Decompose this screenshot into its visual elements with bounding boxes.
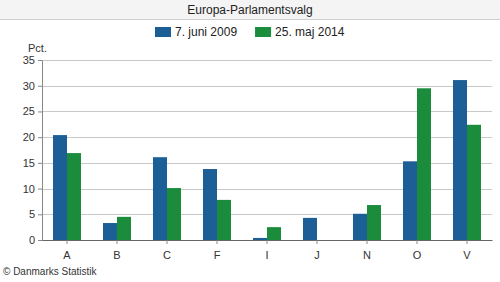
y-axis: 0 5 10 15 20 25 30 35 xyxy=(23,54,43,246)
bar xyxy=(303,218,317,240)
x-tick-mark xyxy=(67,240,68,244)
grid-line xyxy=(42,60,492,61)
legend-item: 25. maj 2014 xyxy=(255,25,345,39)
annotation: © Danmarks Statistik xyxy=(3,266,98,277)
grid xyxy=(42,61,492,241)
grid-line xyxy=(42,86,492,87)
x-tick-mark xyxy=(317,240,318,244)
legend: 7. juni 2009 25. maj 2014 xyxy=(155,25,345,39)
bar xyxy=(417,88,431,240)
x-tick: A xyxy=(63,240,71,261)
bar xyxy=(217,200,231,240)
x-tick-mark xyxy=(467,240,468,244)
y-tick-mark xyxy=(38,60,42,61)
y-tick-mark xyxy=(38,189,42,190)
x-tick-mark xyxy=(267,240,268,244)
bar xyxy=(267,227,281,240)
y-tick: 0 xyxy=(29,234,42,246)
x-tick-label: B xyxy=(113,249,120,261)
y-tick: 25 xyxy=(23,105,42,117)
y-axis-title: Pct. xyxy=(28,42,47,54)
legend-label: 7. juni 2009 xyxy=(175,25,237,39)
y-tick-label: 15 xyxy=(23,157,35,169)
chart: Europa-Parlamentsvalg 0 5 10 15 20 25 30 35 A B C F I… xyxy=(0,0,500,282)
x-tick-label: C xyxy=(163,249,171,261)
y-tick-mark xyxy=(38,111,42,112)
y-tick: 35 xyxy=(23,54,42,66)
bar xyxy=(117,217,131,240)
y-tick-label: 10 xyxy=(23,183,35,195)
bar xyxy=(403,161,417,240)
y-tick-label: 0 xyxy=(29,234,35,246)
x-tick-label: A xyxy=(63,249,71,261)
y-tick: 30 xyxy=(23,80,42,92)
x-tick-mark xyxy=(217,240,218,244)
x-tick-label: I xyxy=(265,249,268,261)
bar xyxy=(153,157,167,240)
title-band xyxy=(0,0,500,19)
y-tick-label: 20 xyxy=(23,131,35,143)
x-tick-mark xyxy=(117,240,118,244)
x-axis: ABCFIJNOV xyxy=(43,240,493,261)
y-tick-label: 5 xyxy=(29,208,35,220)
x-tick: N xyxy=(363,240,371,261)
legend-item: 7. juni 2009 xyxy=(155,25,237,39)
bar xyxy=(167,188,181,240)
legend-swatch xyxy=(255,27,271,37)
x-tick-mark xyxy=(167,240,168,244)
x-tick-mark xyxy=(367,240,368,244)
x-tick-label: J xyxy=(314,249,320,261)
bar xyxy=(367,205,381,240)
bar xyxy=(103,223,117,240)
y-tick-label: 25 xyxy=(23,105,35,117)
bar xyxy=(467,125,481,240)
y-tick-mark xyxy=(38,214,42,215)
x-tick-mark xyxy=(417,240,418,244)
x-tick-label: F xyxy=(214,249,221,261)
x-tick: B xyxy=(113,240,120,261)
bar xyxy=(67,153,81,240)
y-tick: 10 xyxy=(23,183,42,195)
legend-swatch xyxy=(155,27,171,37)
x-tick: I xyxy=(265,240,268,261)
x-tick: F xyxy=(214,240,221,261)
y-tick-mark xyxy=(38,163,42,164)
y-axis-line xyxy=(42,61,43,241)
title: Europa-Parlamentsvalg xyxy=(187,3,312,17)
x-tick: V xyxy=(463,240,471,261)
y-tick: 15 xyxy=(23,157,42,169)
x-tick-label: N xyxy=(363,249,371,261)
y-tick-label: 35 xyxy=(23,54,35,66)
y-tick-mark xyxy=(38,240,42,241)
x-tick: O xyxy=(413,240,422,261)
bar xyxy=(203,169,217,240)
y-tick-mark xyxy=(38,137,42,138)
bar xyxy=(53,135,67,240)
bar xyxy=(453,80,467,240)
x-tick-label: V xyxy=(463,249,471,261)
y-tick: 5 xyxy=(29,208,42,220)
bar xyxy=(253,238,267,240)
bar xyxy=(353,214,367,240)
y-tick: 20 xyxy=(23,131,42,143)
y-tick-label: 30 xyxy=(23,80,35,92)
legend-label: 25. maj 2014 xyxy=(275,25,345,39)
x-tick: C xyxy=(163,240,171,261)
x-tick-label: O xyxy=(413,249,422,261)
x-tick: J xyxy=(314,240,320,261)
bars xyxy=(53,80,481,240)
y-tick-mark xyxy=(38,86,42,87)
title-rule xyxy=(0,19,500,20)
